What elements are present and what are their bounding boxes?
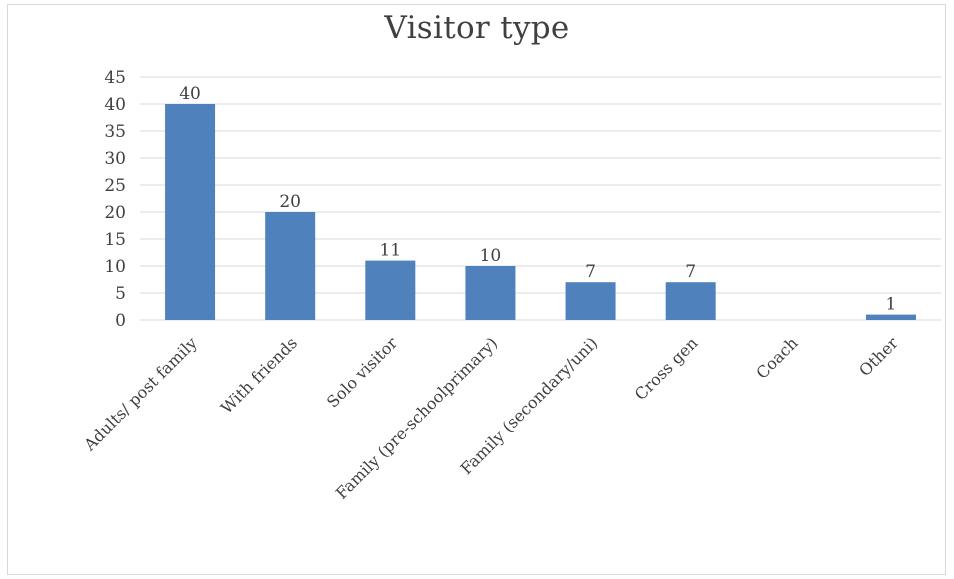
x-category-label: Adults/ post family bbox=[79, 333, 201, 455]
y-axis-ticks: 0 5 10 15 20 25 30 35 40 45 bbox=[104, 68, 126, 331]
x-category-label: Other bbox=[855, 333, 902, 380]
data-label-5: 7 bbox=[685, 262, 696, 282]
data-label-3: 10 bbox=[480, 246, 502, 266]
data-label-4: 7 bbox=[585, 262, 596, 282]
bar-3 bbox=[465, 266, 516, 320]
y-tick-label: 0 bbox=[115, 311, 126, 331]
y-tick-label: 15 bbox=[104, 230, 126, 250]
data-label-0: 40 bbox=[179, 84, 201, 104]
x-category-label: Solo visitor bbox=[323, 333, 401, 411]
y-tick-label: 10 bbox=[104, 257, 126, 277]
x-category-label: Coach bbox=[752, 333, 801, 382]
y-tick-label: 45 bbox=[104, 68, 126, 88]
y-tick-label: 25 bbox=[104, 176, 126, 196]
bar-1 bbox=[265, 212, 316, 320]
data-label-2: 11 bbox=[379, 241, 401, 261]
bar-7 bbox=[865, 314, 916, 320]
bar-0 bbox=[165, 104, 216, 320]
bar-5 bbox=[665, 282, 716, 320]
y-tick-label: 40 bbox=[104, 95, 126, 115]
data-label-1: 20 bbox=[279, 192, 301, 212]
x-axis-categories: Adults/ post family With friends Solo visi… bbox=[79, 333, 902, 503]
chart-title: Visitor type bbox=[384, 10, 570, 46]
x-category-label: Cross gen bbox=[631, 333, 702, 404]
bar-4 bbox=[565, 282, 616, 320]
y-tick-label: 20 bbox=[104, 203, 126, 223]
x-category-label: Family (pre-schoolprimary) bbox=[332, 333, 501, 502]
bars bbox=[165, 104, 916, 320]
data-label-7: 1 bbox=[886, 295, 897, 315]
data-labels: 40 20 11 10 7 7 1 bbox=[179, 84, 896, 315]
y-tick-label: 35 bbox=[104, 122, 126, 142]
y-tick-label: 5 bbox=[115, 284, 126, 304]
x-category-label: With friends bbox=[217, 333, 301, 417]
gridlines bbox=[140, 76, 941, 321]
bar-2 bbox=[365, 260, 416, 320]
y-tick-label: 30 bbox=[104, 149, 126, 169]
